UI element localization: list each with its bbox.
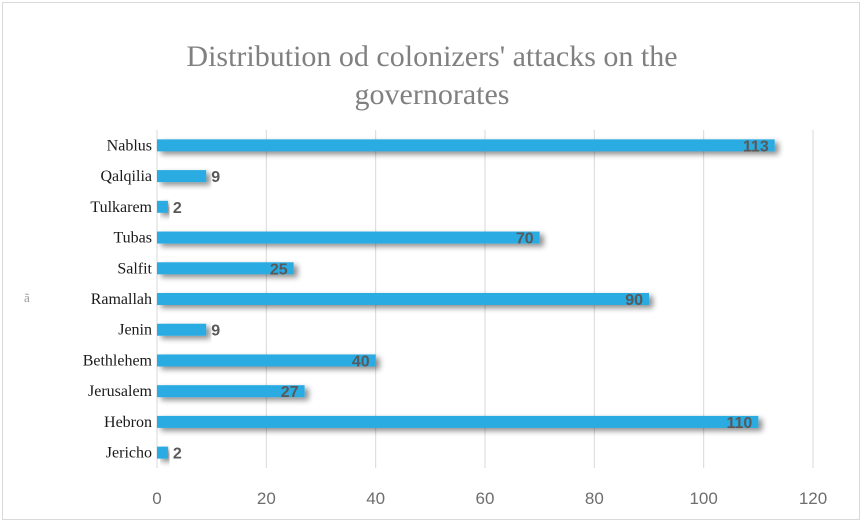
chart-title: Distribution od colonizers' attacks on t… bbox=[186, 40, 678, 111]
bar bbox=[157, 323, 207, 336]
category-label: Hebron bbox=[104, 414, 152, 431]
category-label: Tulkarem bbox=[90, 199, 152, 216]
x-tick-label: 120 bbox=[799, 489, 827, 508]
bar bbox=[157, 170, 207, 183]
data-label: 40 bbox=[352, 353, 370, 370]
data-label: 110 bbox=[727, 415, 753, 432]
category-label: Nablus bbox=[107, 137, 152, 154]
bar bbox=[157, 262, 294, 275]
category-label: Ramallah bbox=[91, 291, 152, 308]
stray-glyph: ã bbox=[24, 290, 30, 305]
bar bbox=[157, 200, 168, 213]
data-label: 9 bbox=[211, 323, 220, 340]
bar bbox=[157, 293, 649, 305]
bar bbox=[157, 354, 376, 367]
category-label: Tubas bbox=[113, 230, 152, 247]
bar bbox=[157, 385, 305, 398]
bar bbox=[157, 415, 759, 428]
x-tick-label: 80 bbox=[585, 489, 604, 508]
category-label: Jerusalem bbox=[88, 383, 153, 400]
data-label: 70 bbox=[516, 231, 534, 248]
value-labels: 2 110 27 40 9 90 25 70 2 9 113 bbox=[173, 138, 769, 462]
x-tick-label: 20 bbox=[257, 489, 276, 508]
category-label: Jenin bbox=[118, 322, 152, 339]
x-tick-label: 40 bbox=[366, 489, 385, 508]
data-label: 2 bbox=[173, 446, 182, 463]
x-tick-label: 100 bbox=[689, 489, 717, 508]
category-label: Jericho bbox=[106, 445, 152, 462]
x-axis-ticks: 0 20 40 60 80 100 120 bbox=[152, 489, 827, 508]
category-labels: Jericho Hebron Jerusalem Bethlehem Jenin Rama… bbox=[83, 137, 153, 461]
data-label: 113 bbox=[743, 138, 769, 155]
x-tick-label: 0 bbox=[152, 489, 161, 508]
data-label: 27 bbox=[281, 384, 299, 401]
category-label: Bethlehem bbox=[83, 352, 153, 369]
category-label: Salfit bbox=[117, 260, 152, 277]
data-label: 25 bbox=[270, 261, 288, 278]
data-label: 9 bbox=[211, 169, 220, 186]
data-label: 2 bbox=[173, 200, 182, 217]
data-label: 90 bbox=[625, 292, 643, 309]
category-label: Qalqilia bbox=[100, 168, 152, 185]
bar bbox=[157, 231, 540, 244]
bar bbox=[157, 446, 168, 459]
bar bbox=[157, 139, 775, 152]
x-tick-label: 60 bbox=[476, 489, 495, 508]
bars bbox=[157, 139, 775, 459]
